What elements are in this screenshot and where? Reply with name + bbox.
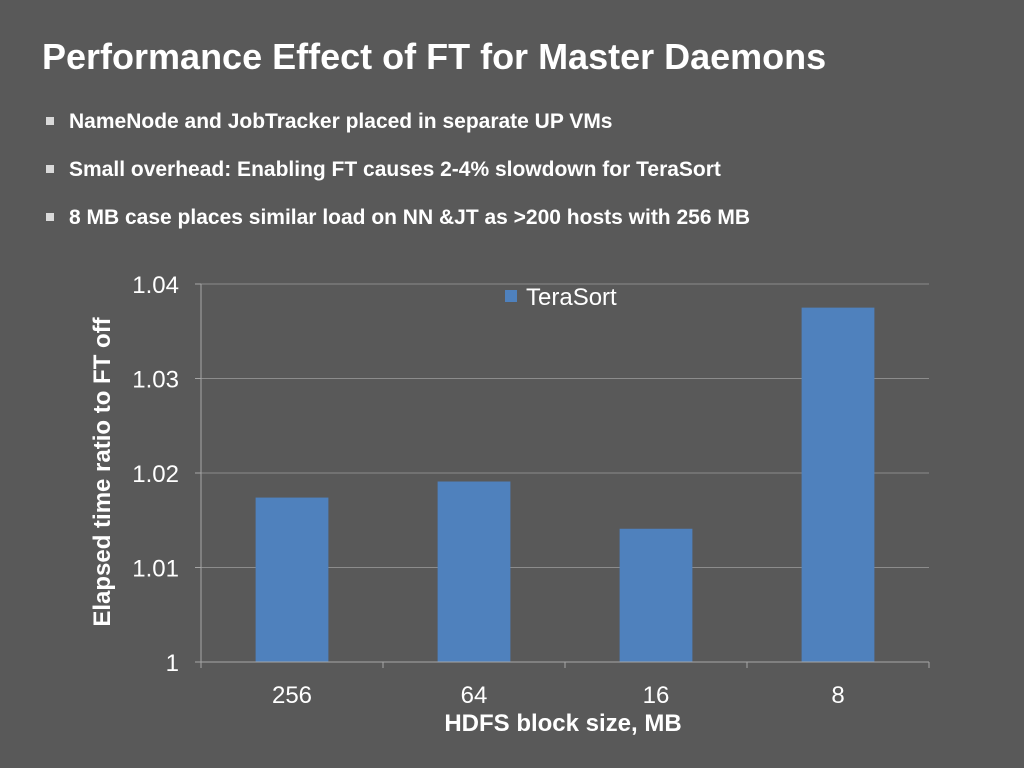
square-bullet-icon — [46, 165, 54, 173]
bullet-text: NameNode and JobTracker placed in separa… — [69, 110, 613, 133]
y-tick-label: 1.01 — [132, 556, 179, 583]
bullet-list: NameNode and JobTracker placed in separa… — [46, 106, 750, 250]
slide-title: Performance Effect of FT for Master Daem… — [42, 36, 827, 77]
bullet-item: 8 MB case places similar load on NN &JT … — [46, 202, 750, 250]
y-tick-label: 1.02 — [132, 461, 179, 488]
square-bullet-icon — [46, 213, 54, 221]
x-axis-title: HDFS block size, MB — [444, 710, 681, 737]
legend: TeraSort — [505, 284, 617, 311]
axis-labels: 1 1.01 1.02 1.03 1.04 256 64 16 8 HDFS block size… — [89, 272, 845, 737]
legend-swatch — [505, 290, 517, 302]
bar-64 — [437, 481, 511, 662]
bar-16 — [619, 528, 693, 662]
x-tick-label: 64 — [461, 682, 488, 709]
y-tick-label: 1 — [166, 650, 179, 677]
square-bullet-icon — [46, 117, 54, 125]
x-tick-label: 8 — [831, 682, 844, 709]
legend-label: TeraSort — [526, 284, 617, 311]
bar-256 — [255, 497, 329, 662]
bullet-text: Small overhead: Enabling FT causes 2-4% … — [69, 158, 721, 181]
bullet-item: Small overhead: Enabling FT causes 2-4% … — [46, 154, 750, 202]
bullet-item: NameNode and JobTracker placed in separa… — [46, 106, 750, 154]
bullet-text: 8 MB case places similar load on NN &JT … — [69, 206, 751, 229]
y-tick-label: 1.03 — [132, 367, 179, 394]
axes — [195, 283, 930, 668]
x-tick-label: 256 — [272, 682, 312, 709]
y-tick-label: 1.04 — [132, 272, 179, 299]
bars — [255, 307, 875, 662]
x-tick-label: 16 — [643, 682, 670, 709]
bar-8 — [801, 307, 875, 662]
y-axis-title: Elapsed time ratio to FT off — [89, 316, 116, 626]
